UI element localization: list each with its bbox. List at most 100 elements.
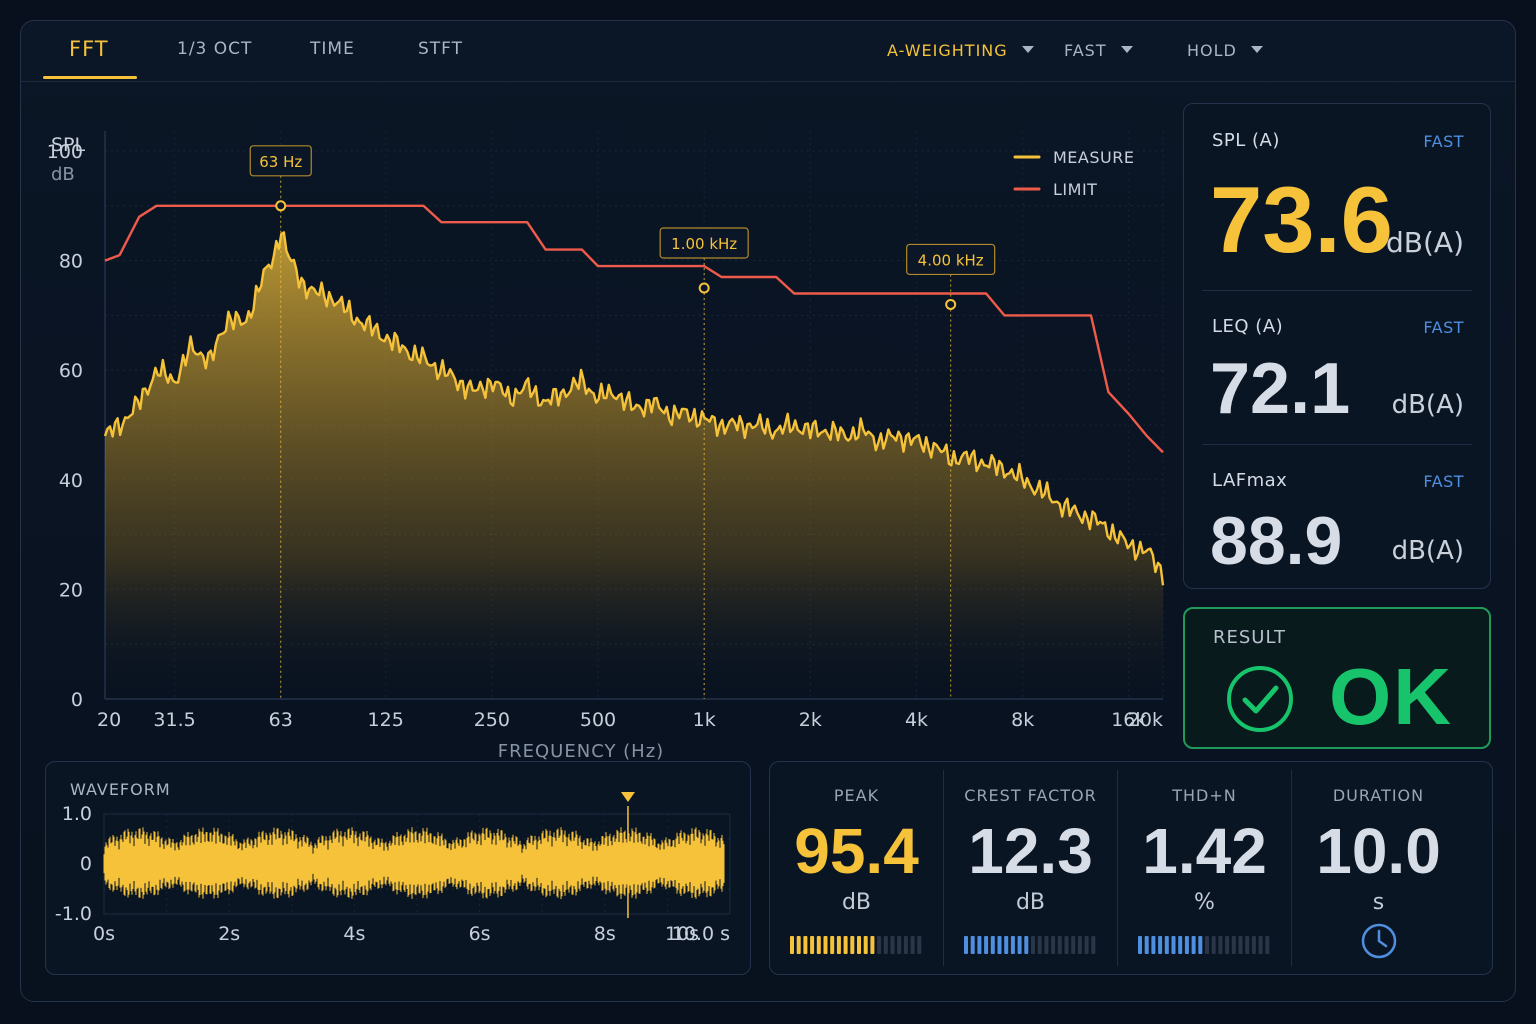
readout-label: LAFmax <box>1212 470 1288 491</box>
meter-segment <box>1010 936 1015 954</box>
chart-legend: MEASURE LIMIT <box>1013 148 1134 199</box>
meter-segment <box>903 936 908 954</box>
tab-fft[interactable]: FFT <box>69 37 109 61</box>
y-tick-label: 20 <box>59 579 83 601</box>
meter-segment <box>1091 936 1096 954</box>
thdn-level-meter <box>1138 936 1270 954</box>
marker-tag <box>249 145 312 177</box>
chevron-down-icon <box>1250 46 1263 53</box>
meter-segment <box>877 936 882 954</box>
marker-dot <box>698 282 710 294</box>
y-axis-label: SPL <box>51 134 86 156</box>
tab-stft[interactable]: STFT <box>418 39 464 59</box>
x-tick-label: 8s <box>594 923 616 945</box>
active-tab-indicator <box>43 76 137 79</box>
meter-segment <box>1017 936 1022 954</box>
meter-segment <box>984 936 989 954</box>
marker-label: 1.00 kHz <box>671 235 737 253</box>
meter-segment <box>796 936 801 954</box>
x-tick-label: 0s <box>93 923 115 945</box>
frequency-marker: 1.00 kHz <box>659 227 749 699</box>
tab-third-octave[interactable]: 1/3 OCT <box>177 39 253 59</box>
meter-segment <box>790 936 794 954</box>
meter-segment <box>1265 936 1270 954</box>
meter-segment <box>1077 936 1082 954</box>
x-tick-label: 63 <box>269 709 293 731</box>
marker-dot <box>275 200 287 212</box>
metric-crest-factor: CREST FACTOR 12.3 dB <box>944 762 1117 974</box>
metric-thdn: THD+N 1.42 % <box>1118 762 1291 974</box>
readout-value: 73.6 <box>1210 167 1393 272</box>
peak-level-meter <box>790 936 922 954</box>
x-tick-label: 16k <box>1111 709 1146 731</box>
metric-label: CREST FACTOR <box>964 786 1097 805</box>
meter-segment <box>1198 936 1203 954</box>
meter-segment <box>1191 936 1196 954</box>
clock-icon <box>1361 923 1397 959</box>
metric-unit: % <box>1194 890 1215 915</box>
speed-value: FAST <box>1064 41 1107 60</box>
x-tick-label: 250 <box>474 709 510 731</box>
marker-tag <box>906 243 996 276</box>
x-tick-label: 500 <box>580 709 616 731</box>
metric-label: PEAK <box>833 786 880 805</box>
measure-area <box>105 232 1163 699</box>
meter-segment <box>823 936 828 954</box>
x-tick-label: 2k <box>799 709 822 731</box>
x-tick-label: 125 <box>368 709 404 731</box>
spectrum-chart[interactable]: SPL dB 0 20 40 60 80 100 20 31.5 63 125 250 500 1k 2k 4k… <box>21 81 1171 761</box>
weighting-dropdown[interactable]: A-WEIGHTING <box>887 41 1034 60</box>
meter-segment <box>816 936 821 954</box>
hold-dropdown[interactable]: HOLD <box>1187 41 1263 60</box>
meter-segment <box>1251 936 1256 954</box>
y-tick-label: 60 <box>59 360 83 382</box>
meter-segment <box>977 936 982 954</box>
limit-line <box>104 204 1164 454</box>
legend-label-limit: LIMIT <box>1053 180 1097 199</box>
crest-factor-level-meter <box>964 936 1096 954</box>
y-tick-label: 100 <box>47 141 83 163</box>
meter-segment <box>830 936 835 954</box>
readout-leq: LEQ (A) FAST 72.1 dB(A) <box>1184 290 1490 444</box>
meter-segment <box>1164 936 1169 954</box>
meter-segment <box>1158 936 1163 954</box>
y-tick-label: -1.0 <box>55 903 92 925</box>
metric-unit: s <box>1372 890 1385 915</box>
analyzer-window: FFT 1/3 OCT TIME STFT A-WEIGHTING FAST H… <box>20 20 1516 1002</box>
marker-dot <box>945 298 957 310</box>
meter-segment <box>883 936 888 954</box>
marker-label: 63 Hz <box>259 153 302 171</box>
readout-mode: FAST <box>1423 472 1464 491</box>
tab-bar: FFT 1/3 OCT TIME STFT A-WEIGHTING FAST H… <box>21 21 1515 82</box>
metric-peak: PEAK 95.4 dB <box>770 762 943 974</box>
y-tick-label: 0 <box>71 689 83 711</box>
meter-segment <box>1024 936 1029 954</box>
readout-mode: FAST <box>1423 318 1464 337</box>
tab-time[interactable]: TIME <box>310 39 355 59</box>
frequency-marker: 4.00 kHz <box>906 243 996 699</box>
readout-value: 88.9 <box>1210 503 1343 579</box>
readout-mode: FAST <box>1423 132 1464 151</box>
metric-unit: dB <box>841 890 872 915</box>
meter-segment <box>1258 936 1263 954</box>
playhead-marker-icon <box>620 792 635 802</box>
check-circle-icon <box>1227 666 1293 732</box>
metric-label: THD+N <box>1172 786 1237 805</box>
meter-segment <box>1057 936 1062 954</box>
marker-tag <box>659 227 749 259</box>
readout-unit: dB(A) <box>1391 390 1464 420</box>
meter-segment <box>1231 936 1236 954</box>
speed-dropdown[interactable]: FAST <box>1064 41 1133 60</box>
x-tick-label: 6s <box>469 923 491 945</box>
x-tick-label: 2s <box>218 923 240 945</box>
meter-segment <box>1051 936 1056 954</box>
x-tick-label: 20k <box>1128 709 1163 731</box>
meter-segment <box>1037 936 1042 954</box>
meter-segment <box>990 936 995 954</box>
y-tick-label: 0 <box>80 853 92 875</box>
result-panel: RESULT OK <box>1183 607 1491 749</box>
readout-label: LEQ (A) <box>1212 316 1284 337</box>
meter-segment <box>857 936 861 954</box>
y-axis-unit: dB <box>51 164 75 185</box>
